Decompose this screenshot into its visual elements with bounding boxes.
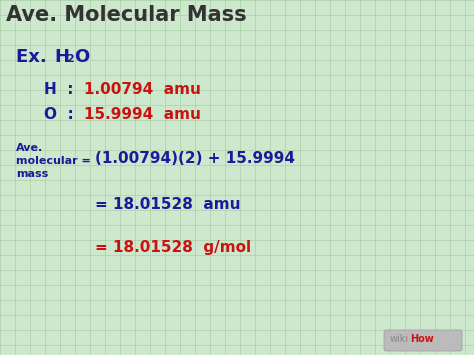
Text: mass: mass: [16, 169, 48, 179]
Text: How: How: [410, 334, 434, 344]
Text: 15.9994  amu: 15.9994 amu: [84, 107, 201, 122]
Text: H: H: [54, 48, 69, 66]
Text: 2: 2: [66, 54, 74, 64]
Text: 1.00794  amu: 1.00794 amu: [84, 82, 201, 97]
Text: (1.00794)(2) + 15.9994: (1.00794)(2) + 15.9994: [95, 151, 295, 166]
Text: H  :: H :: [44, 82, 73, 97]
Text: Ex.: Ex.: [16, 48, 59, 66]
Text: Ave. Molecular Mass: Ave. Molecular Mass: [6, 5, 246, 25]
Text: = 18.01528  amu: = 18.01528 amu: [95, 197, 240, 212]
Text: molecular =: molecular =: [16, 156, 91, 166]
Text: Ave.: Ave.: [16, 143, 43, 153]
Text: wiki: wiki: [390, 334, 409, 344]
Text: O  :: O :: [44, 107, 74, 122]
Text: O: O: [74, 48, 89, 66]
FancyBboxPatch shape: [384, 330, 462, 351]
Text: = 18.01528  g/mol: = 18.01528 g/mol: [95, 240, 251, 255]
